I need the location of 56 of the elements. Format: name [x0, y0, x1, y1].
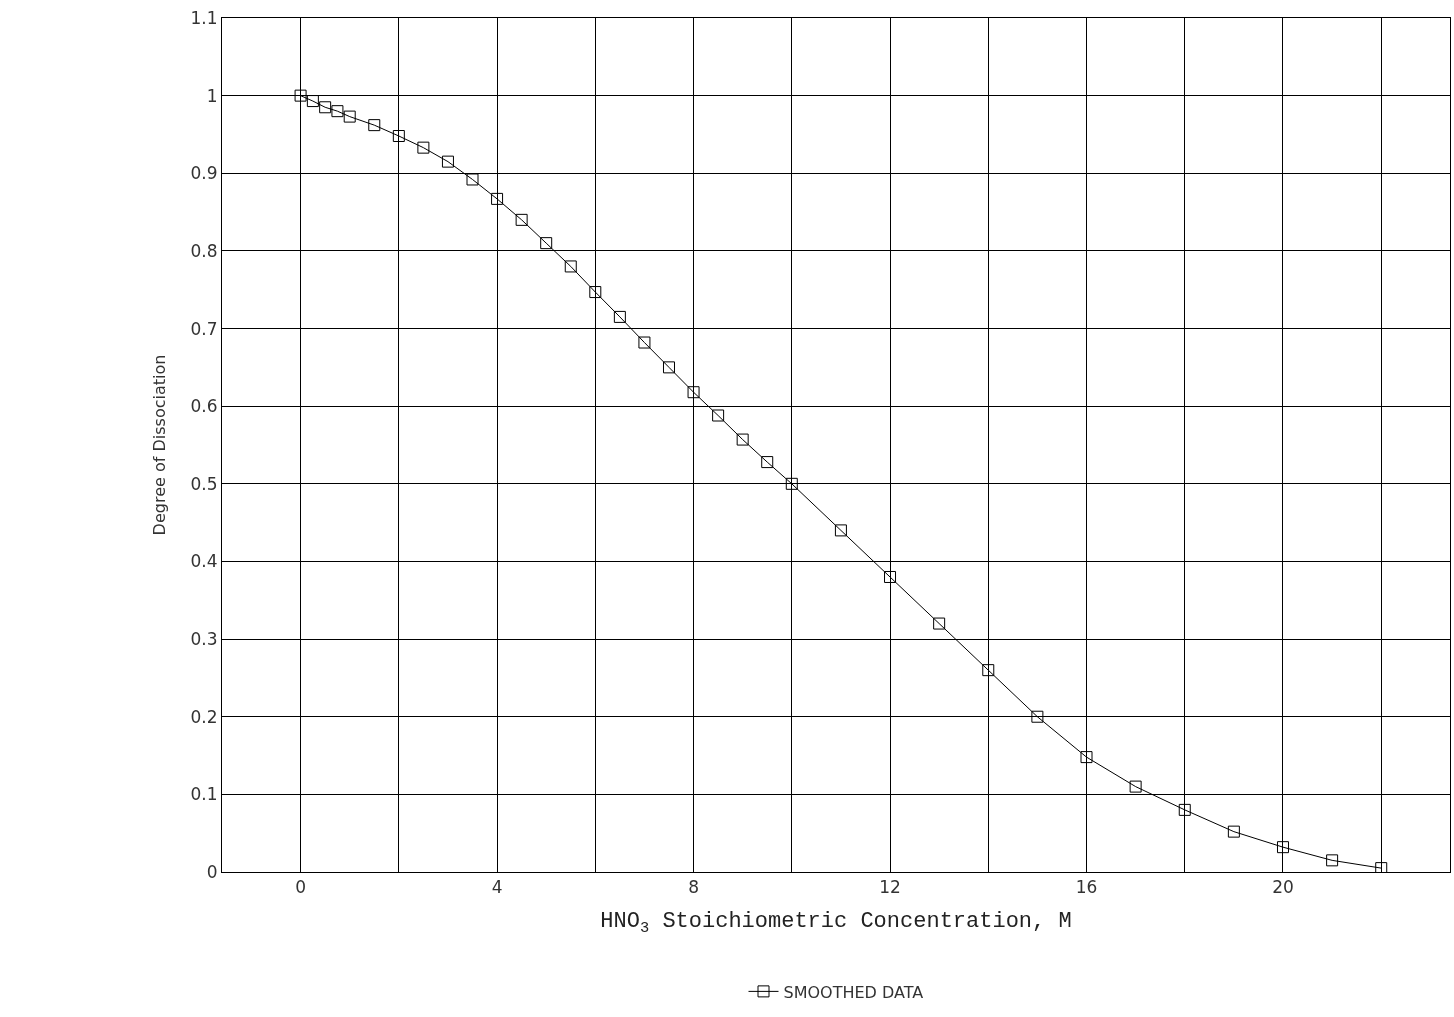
y-tick-label: 1.1	[190, 7, 218, 28]
point	[564, 260, 577, 273]
point	[761, 456, 774, 469]
point	[736, 433, 749, 446]
y-tick-label: 0.4	[190, 551, 218, 572]
point	[331, 105, 344, 118]
point	[392, 130, 405, 143]
y-tick-label: 0.3	[190, 629, 218, 650]
point	[491, 192, 504, 205]
point	[441, 155, 454, 168]
point	[1178, 803, 1191, 816]
y-tick-label: 0.9	[190, 163, 218, 184]
legend-label: SMOOTHED DATA	[783, 982, 924, 1002]
point	[466, 173, 479, 186]
point	[834, 524, 847, 537]
point	[884, 570, 897, 583]
point	[1080, 751, 1093, 764]
x-tick-label: 8	[688, 877, 699, 898]
x-tick-label: 20	[1272, 877, 1294, 898]
y-tick-label: 0.8	[190, 240, 218, 261]
point	[368, 119, 381, 132]
point	[1375, 862, 1388, 872]
y-tick-label: 1	[206, 85, 218, 106]
point	[540, 237, 553, 250]
y-tick-label: 0.1	[190, 784, 218, 805]
point	[1227, 825, 1240, 838]
x-tick-label: 16	[1075, 877, 1098, 898]
point	[306, 95, 319, 108]
point	[785, 477, 798, 490]
y-tick-label: 0.2	[190, 706, 218, 727]
point	[613, 310, 626, 323]
point	[589, 286, 602, 299]
point	[319, 101, 332, 114]
point	[687, 386, 700, 399]
y-tick-label: 0	[206, 861, 218, 882]
point	[712, 409, 725, 422]
point	[294, 89, 307, 102]
point	[662, 361, 675, 374]
y-tick-label: 0.6	[190, 396, 218, 417]
point	[417, 141, 430, 154]
point	[343, 110, 356, 123]
y-tick-label: 0.5	[190, 473, 218, 494]
point	[1031, 710, 1044, 723]
point	[933, 617, 946, 630]
point	[1326, 854, 1339, 867]
x-axis-title: HNO$_{3}$ Stoichiometric Concentration, M	[600, 909, 1072, 937]
x-tick-label: 0	[295, 877, 306, 898]
point	[1276, 841, 1289, 854]
point	[1129, 780, 1142, 793]
point	[515, 213, 528, 226]
point	[638, 336, 651, 349]
x-tick-label: 12	[879, 877, 901, 898]
point	[982, 664, 995, 677]
y-axis-title: Degree of Dissociation	[150, 354, 170, 536]
y-tick-label: 0.7	[190, 318, 218, 339]
x-tick-label: 4	[491, 877, 503, 898]
